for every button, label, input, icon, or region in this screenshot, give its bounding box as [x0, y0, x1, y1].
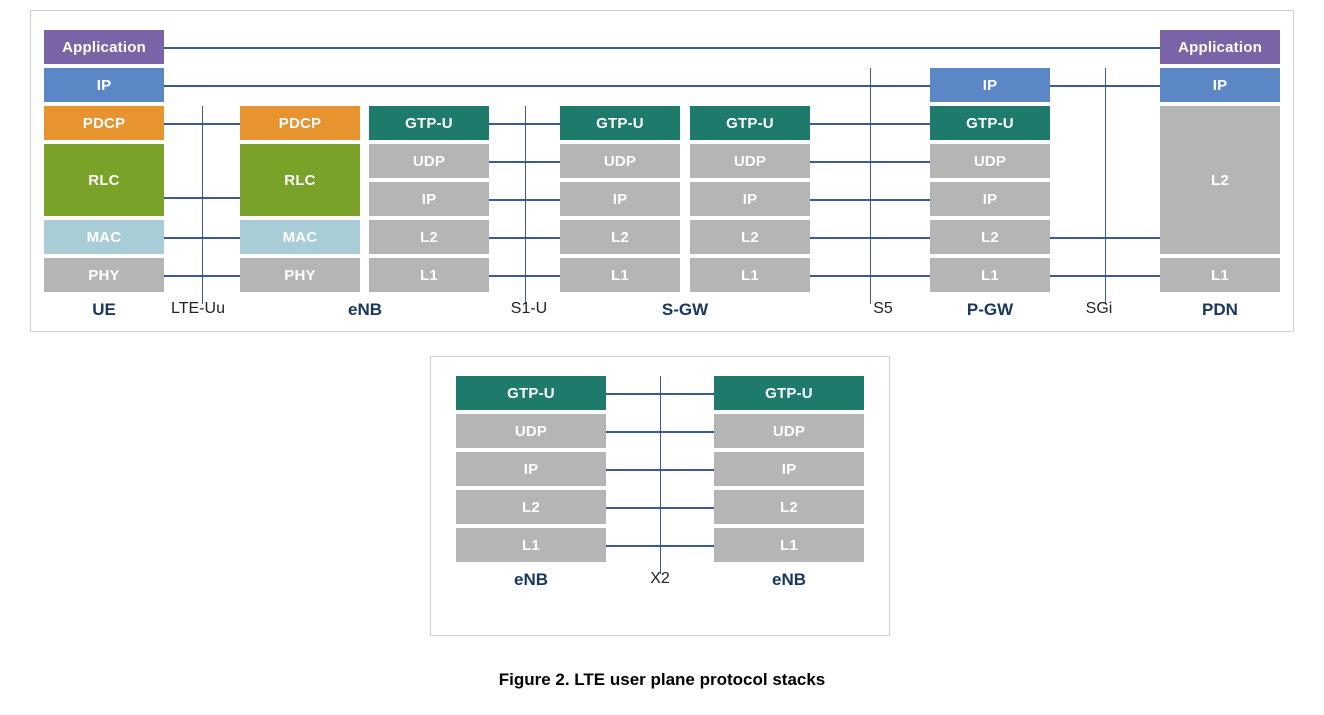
layer-box: PHY: [240, 258, 360, 292]
layer-box: Application: [44, 30, 164, 64]
layer-box: L2: [456, 490, 606, 524]
layer-box: GTP-U: [690, 106, 810, 140]
layer-box: UDP: [369, 144, 489, 178]
node-label: UE: [44, 300, 164, 320]
peer-line: [1050, 237, 1160, 239]
layer-box: IP: [1160, 68, 1280, 102]
peer-line: [489, 275, 560, 277]
layer-box: MAC: [44, 220, 164, 254]
node-label: eNB: [714, 570, 864, 590]
peer-line: [606, 431, 714, 433]
layer-box: GTP-U: [714, 376, 864, 410]
layer-box: Application: [1160, 30, 1280, 64]
peer-line: [489, 199, 560, 201]
interface-label: X2: [630, 570, 690, 588]
node-label: S-GW: [560, 300, 810, 320]
peer-line: [164, 85, 930, 87]
layer-box: UDP: [456, 414, 606, 448]
layer-box: RLC: [44, 144, 164, 216]
peer-line: [1050, 85, 1160, 87]
layer-box: IP: [930, 182, 1050, 216]
peer-line: [1050, 275, 1160, 277]
node-label: eNB: [456, 570, 606, 590]
interface-line: [870, 68, 871, 304]
layer-box: L2: [714, 490, 864, 524]
layer-box: UDP: [560, 144, 680, 178]
layer-box: IP: [369, 182, 489, 216]
layer-box: IP: [456, 452, 606, 486]
node-label: P-GW: [930, 300, 1050, 320]
layer-box: L1: [714, 528, 864, 562]
peer-line: [164, 237, 240, 239]
interface-label: S5: [838, 300, 928, 318]
layer-box: IP: [560, 182, 680, 216]
peer-line: [810, 199, 930, 201]
figure-caption: Figure 2. LTE user plane protocol stacks: [0, 670, 1324, 690]
peer-line: [164, 275, 240, 277]
interface-label: SGi: [1054, 300, 1144, 318]
peer-line: [489, 161, 560, 163]
peer-line: [606, 469, 714, 471]
layer-box: PDCP: [240, 106, 360, 140]
interface-label: LTE-Uu: [153, 300, 243, 318]
layer-box: L2: [1160, 106, 1280, 254]
layer-box: L1: [456, 528, 606, 562]
layer-box: L1: [1160, 258, 1280, 292]
layer-box: IP: [714, 452, 864, 486]
peer-line: [606, 507, 714, 509]
layer-box: L2: [369, 220, 489, 254]
layer-box: L1: [560, 258, 680, 292]
peer-line: [810, 275, 930, 277]
layer-box: PDCP: [44, 106, 164, 140]
peer-line: [606, 393, 714, 395]
layer-box: UDP: [930, 144, 1050, 178]
peer-line: [164, 123, 240, 125]
layer-box: IP: [930, 68, 1050, 102]
layer-box: UDP: [690, 144, 810, 178]
interface-line: [1105, 68, 1106, 304]
layer-box: PHY: [44, 258, 164, 292]
layer-box: GTP-U: [369, 106, 489, 140]
layer-box: L1: [369, 258, 489, 292]
layer-box: GTP-U: [560, 106, 680, 140]
peer-line: [606, 545, 714, 547]
layer-box: RLC: [240, 144, 360, 216]
node-label: PDN: [1160, 300, 1280, 320]
layer-box: IP: [44, 68, 164, 102]
layer-box: L2: [690, 220, 810, 254]
layer-box: L1: [690, 258, 810, 292]
layer-box: UDP: [714, 414, 864, 448]
interface-label: S1-U: [484, 300, 574, 318]
peer-line: [810, 161, 930, 163]
peer-line: [810, 237, 930, 239]
layer-box: MAC: [240, 220, 360, 254]
layer-box: GTP-U: [930, 106, 1050, 140]
peer-line: [164, 197, 240, 199]
node-label: eNB: [240, 300, 490, 320]
peer-line: [489, 123, 560, 125]
peer-line: [164, 47, 1160, 49]
peer-line: [489, 237, 560, 239]
layer-box: L1: [930, 258, 1050, 292]
layer-box: IP: [690, 182, 810, 216]
peer-line: [810, 123, 930, 125]
layer-box: GTP-U: [456, 376, 606, 410]
layer-box: L2: [930, 220, 1050, 254]
layer-box: L2: [560, 220, 680, 254]
